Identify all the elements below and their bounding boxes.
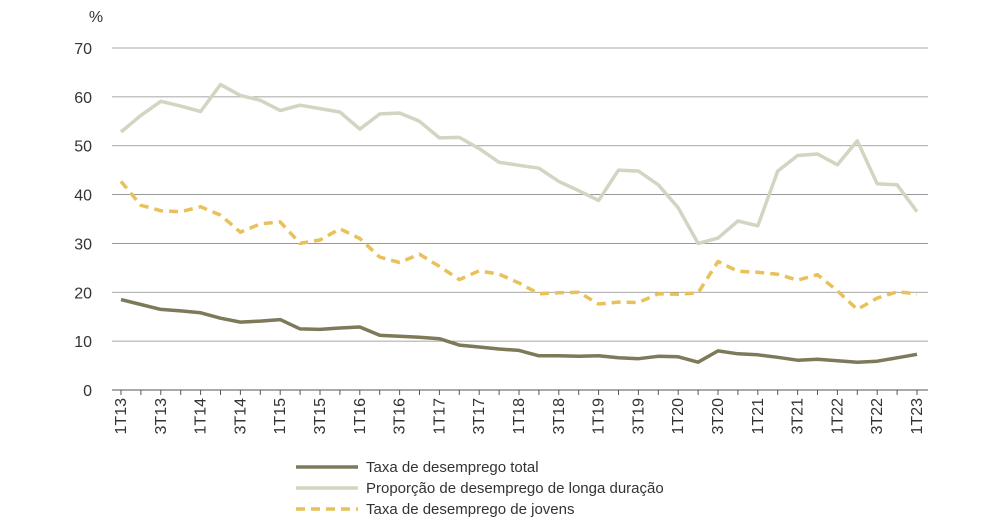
x-tick-label: 1T19 (591, 398, 608, 435)
x-tick-label: 3T22 (869, 398, 886, 435)
series-line-1 (119, 82, 919, 246)
y-axis-unit-label: % (89, 9, 103, 26)
y-tick-label: 40 (74, 188, 92, 205)
x-tick-label: 1T16 (352, 398, 369, 435)
x-tick-label: 3T21 (790, 398, 807, 435)
x-tick-label: 1T18 (511, 398, 528, 435)
y-axis-ticks: 0 10 20 30 40 50 60 70 (74, 41, 92, 400)
legend-label-2: Taxa de desemprego de jovens (366, 501, 574, 518)
y-tick-label: 60 (74, 90, 92, 107)
x-tick-label: 1T23 (909, 398, 926, 435)
x-axis: 1T13 3T13 1T14 3T14 1T15 3T15 1T16 3T16 1T17 3T17… (112, 389, 928, 435)
x-tick-label: 3T15 (312, 398, 329, 435)
x-tick-label: 3T14 (232, 398, 249, 435)
x-tick-label: 3T18 (551, 398, 568, 435)
legend: Taxa de desemprego total Proporção de des… (296, 459, 664, 518)
x-tick-label: 3T19 (630, 398, 647, 435)
legend-label-1: Proporção de desemprego de longa duração (366, 480, 664, 497)
series-line-0 (120, 297, 918, 364)
y-tick-label: 0 (83, 383, 92, 400)
x-tick-label: 1T15 (272, 398, 289, 435)
legend-label-0: Taxa de desemprego total (366, 459, 539, 476)
x-tick-label: 1T22 (829, 398, 846, 435)
x-tick-label: 3T17 (471, 398, 488, 435)
y-tick-label: 50 (74, 139, 92, 156)
series-line-2 (119, 180, 918, 312)
x-tick-label: 1T20 (670, 398, 687, 435)
x-tick-label: 3T13 (153, 398, 170, 435)
y-tick-label: 20 (74, 285, 92, 302)
x-tick-label: 1T21 (750, 398, 767, 435)
x-tick-label: 3T16 (392, 398, 409, 435)
x-tick-label: 3T20 (710, 398, 727, 435)
y-tick-label: 10 (74, 334, 92, 351)
y-tick-label: 30 (74, 236, 92, 253)
data-series (119, 82, 919, 364)
x-tick-label: 1T14 (193, 398, 210, 435)
x-tick-label: 1T13 (113, 398, 130, 435)
x-tick-label: 1T17 (431, 398, 448, 435)
y-tick-label: 70 (74, 41, 92, 58)
